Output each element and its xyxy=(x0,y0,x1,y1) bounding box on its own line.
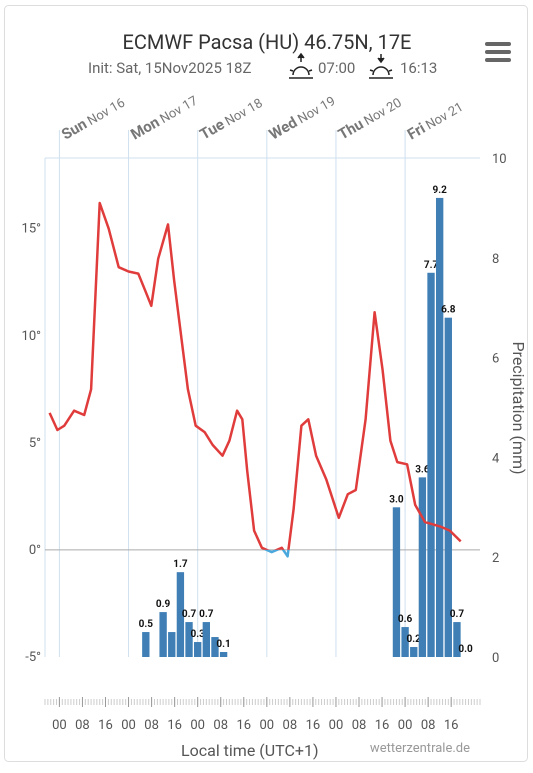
bar-value-label: 3.6 xyxy=(415,464,430,475)
x-axis-label: Local time (UTC+1) xyxy=(181,741,319,760)
precip-bar xyxy=(142,632,150,657)
x-tick-label: 16 xyxy=(167,718,182,733)
x-tick-label: 08 xyxy=(421,718,436,733)
x-tick-label: 08 xyxy=(352,718,367,733)
y2-tick-label: 10 xyxy=(492,152,507,167)
x-tick-label: 00 xyxy=(121,718,136,733)
y2-tick-label: 4 xyxy=(492,451,500,466)
bar-value-label: 0.7 xyxy=(199,609,214,620)
precip-bar xyxy=(159,612,167,657)
y-tick-label: 10° xyxy=(22,329,42,344)
precip-bar xyxy=(219,652,228,657)
sunrise-time: 07:00 xyxy=(318,59,355,77)
y2-tick-label: 8 xyxy=(492,252,499,267)
bar-value-label: 1.7 xyxy=(173,559,188,570)
precip-bar xyxy=(427,272,435,657)
precip-bar xyxy=(444,317,452,657)
x-tick-label: 00 xyxy=(398,718,413,733)
y-tick-label: 5° xyxy=(29,436,41,451)
precip-bar xyxy=(168,632,176,657)
y-tick-label: 0° xyxy=(29,543,41,558)
x-tick-label: 08 xyxy=(144,718,159,733)
bar-value-label: 0.7 xyxy=(450,609,465,620)
sunrise-icon xyxy=(289,52,313,79)
precip-bar xyxy=(211,637,219,657)
y-tick-label: -5° xyxy=(25,650,41,665)
bar-value-label: 9.2 xyxy=(432,185,447,196)
x-tick-label: 16 xyxy=(444,718,459,733)
x-tick-label: 00 xyxy=(52,718,67,733)
menu-button[interactable] xyxy=(485,42,511,62)
bar-value-label: 0.1 xyxy=(216,639,230,650)
sunset-time: 16:13 xyxy=(400,59,437,77)
y2-axis-label: Precipitation (mm) xyxy=(509,341,528,474)
bar-value-label: 3.0 xyxy=(389,494,404,505)
bar-value-label: 0.3 xyxy=(190,629,205,640)
precip-bar xyxy=(176,572,185,657)
y2-tick-label: 2 xyxy=(492,551,499,566)
x-tick-label: 00 xyxy=(329,718,344,733)
x-tick-label: 00 xyxy=(190,718,205,733)
chart-subtitle: Init: Sat, 15Nov2025 18Z xyxy=(88,59,251,77)
precip-bar xyxy=(392,507,401,657)
bar-value-label: 0.6 xyxy=(398,614,413,625)
x-tick-label: 08 xyxy=(213,718,228,733)
bar-value-label: 7.7 xyxy=(424,260,439,271)
y2-tick-label: 6 xyxy=(492,352,499,367)
bar-value-label: 0.7 xyxy=(182,609,197,620)
precip-bar xyxy=(435,197,444,658)
precip-bar xyxy=(453,622,461,657)
precip-bar xyxy=(185,622,193,657)
precip-bar xyxy=(194,642,202,657)
precip-bar xyxy=(410,647,418,657)
bar-value-label: 0.5 xyxy=(139,619,154,630)
chart-title: ECMWF Pacsa (HU) 46.75N, 17E xyxy=(123,30,412,54)
x-tick-label: 16 xyxy=(306,718,321,733)
y2-tick-label: 0 xyxy=(492,651,499,666)
precip-bar xyxy=(401,627,409,657)
x-tick-label: 16 xyxy=(236,718,251,733)
x-tick-label: 00 xyxy=(260,718,275,733)
sunset-icon xyxy=(369,54,393,79)
bar-value-label: 0.0 xyxy=(458,644,473,655)
x-tick-label: 08 xyxy=(75,718,90,733)
precip-bar xyxy=(202,622,210,657)
x-tick-label: 16 xyxy=(98,718,113,733)
bar-value-label: 0.9 xyxy=(156,599,171,610)
bar-value-label: 6.8 xyxy=(441,305,456,316)
bar-value-label: 0.2 xyxy=(407,634,422,645)
source: wetterzentrale.de xyxy=(370,741,470,756)
y-tick-label: 15° xyxy=(22,222,42,237)
temperature-line xyxy=(48,201,462,550)
precip-bar xyxy=(418,477,427,657)
x-tick-label: 16 xyxy=(375,718,390,733)
x-tick-label: 08 xyxy=(283,718,298,733)
